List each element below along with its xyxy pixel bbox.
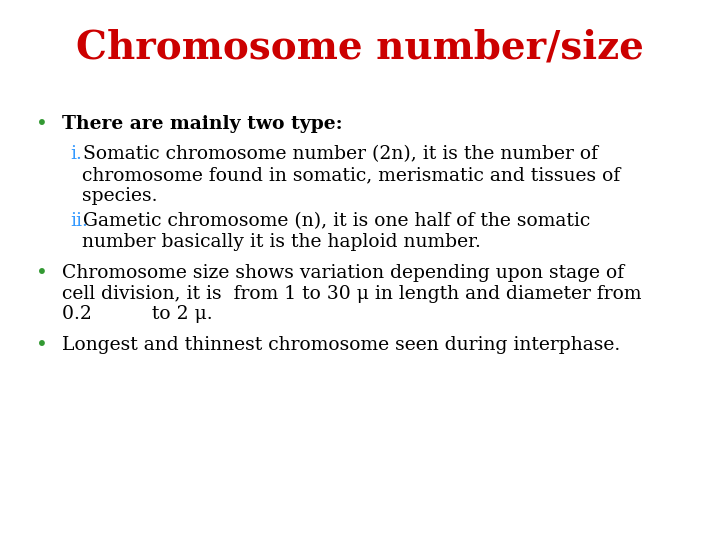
Text: 0.2          to 2 μ.: 0.2 to 2 μ. [62, 306, 212, 323]
Text: chromosome found in somatic, merismatic and tissues of: chromosome found in somatic, merismatic … [70, 166, 620, 184]
Text: •: • [36, 336, 48, 355]
Text: number basically it is the haploid number.: number basically it is the haploid numbe… [70, 233, 481, 251]
Text: species.: species. [70, 187, 158, 205]
Text: •: • [36, 264, 48, 282]
Text: •: • [36, 115, 48, 134]
Text: i.: i. [70, 145, 82, 163]
Text: cell division, it is  from 1 to 30 μ in length and diameter from: cell division, it is from 1 to 30 μ in l… [62, 285, 642, 302]
Text: There are mainly two type:: There are mainly two type: [62, 115, 343, 133]
Text: Chromosome number/size: Chromosome number/size [76, 29, 644, 67]
Text: Gametic chromosome (n), it is one half of the somatic: Gametic chromosome (n), it is one half o… [83, 212, 590, 230]
Text: Somatic chromosome number (2n), it is the number of: Somatic chromosome number (2n), it is th… [83, 145, 598, 163]
Text: ii.: ii. [70, 212, 88, 230]
Text: Longest and thinnest chromosome seen during interphase.: Longest and thinnest chromosome seen dur… [62, 336, 620, 354]
Text: Chromosome size shows variation depending upon stage of: Chromosome size shows variation dependin… [62, 264, 624, 282]
